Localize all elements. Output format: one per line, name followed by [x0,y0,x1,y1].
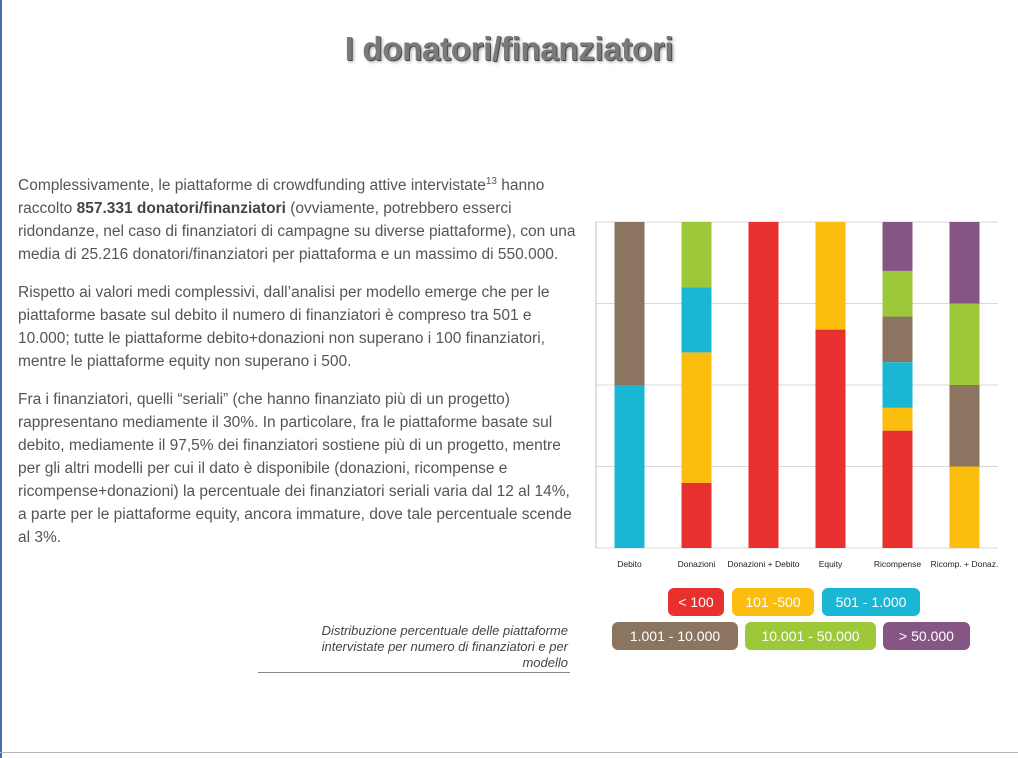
bar-segment [882,222,913,271]
x-tick-label: Equity [819,559,843,569]
slide-left-border [0,0,2,758]
x-tick-label: Ricomp. + Donaz. [931,559,999,569]
slide-title: I donatori/finanziatori [344,30,674,67]
paragraph-1-part-1: Complessivamente, le piattaforme di crow… [18,177,486,195]
x-tick-label: Donazioni + Debito [727,559,799,569]
bar-segment [882,430,913,548]
paragraph-1-part-3: (ovviamente, potrebbero esserci ridondan… [18,200,576,264]
paragraph-3: Fra i finanziatori, quelli “seriali” (ch… [18,391,572,547]
bar-segment [614,222,645,385]
bar-segment [681,482,712,548]
bar-segment [949,222,980,304]
slide-bottom-rule [0,752,1018,753]
x-tick-label: Donazioni [678,559,716,569]
legend-item: 101 -500 [732,588,814,616]
bar-segment [748,222,779,548]
legend-item: < 100 [668,588,724,616]
bar-segment [949,303,980,385]
bar-segment [882,362,913,408]
chart-caption: Distribuzione percentuale delle piattafo… [321,623,568,670]
bar-segment [681,222,712,288]
stacked-bar-chart: Debito Donazioni Donazioni + Debito Equity R… [595,221,999,569]
legend-item: 10.001 - 50.000 [745,622,876,650]
paragraph-1-bold: 857.331 donatori/finanziatori [76,200,286,218]
legend-item: > 50.000 [883,622,970,650]
caption-divider [258,672,570,673]
bar-segment [882,407,913,431]
bar-segment [815,222,846,330]
bar-segment [815,329,846,548]
bar-segment [949,385,980,467]
footnote-marker: 13 [485,176,497,187]
paragraph-1: Complessivamente, le piattaforme di crow… [18,170,578,266]
bar-segment [614,385,645,548]
x-tick-label: Ricompense [874,559,922,569]
bar-segment [949,466,980,548]
x-tick-label: Debito [617,559,642,569]
body-text: Complessivamente, le piattaforme di crow… [18,170,578,564]
paragraph-1-part-2: hanno raccolto [18,177,545,218]
paragraph-2: Rispetto ai valori medi complessivi, dal… [18,284,550,371]
legend-item: 1.001 - 10.000 [612,622,738,650]
bar-segment [681,287,712,353]
bar-segment [882,316,913,363]
legend-item: 501 - 1.000 [822,588,920,616]
bar-segment [681,352,712,483]
bar-segment [882,270,913,317]
